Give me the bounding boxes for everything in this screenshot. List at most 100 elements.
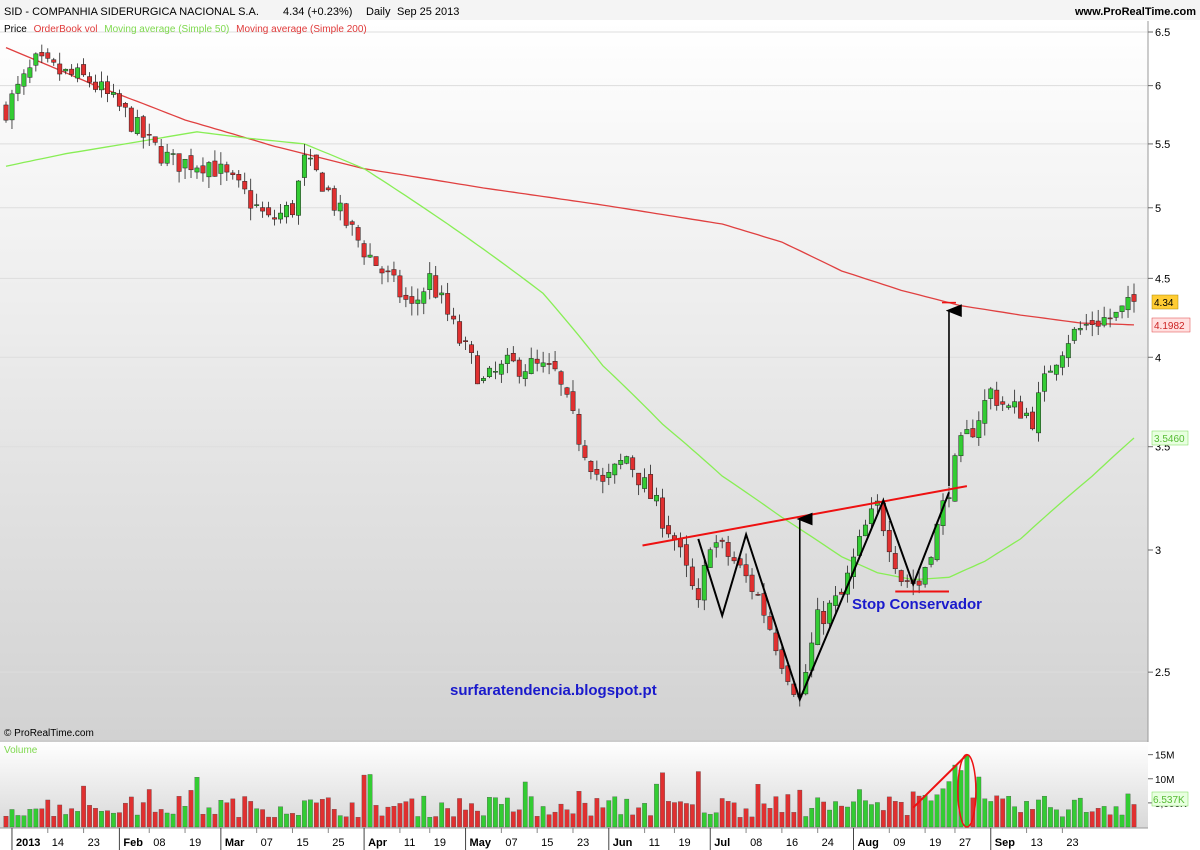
candle — [367, 243, 373, 259]
volume-bar — [964, 754, 970, 828]
candle — [1107, 308, 1113, 328]
volume-bar — [1119, 814, 1125, 828]
candle — [200, 157, 206, 182]
volume-bar — [140, 802, 146, 828]
price-pane — [0, 21, 1148, 740]
volume-bar — [170, 813, 176, 828]
volume-bar — [767, 808, 773, 828]
volume-bar — [743, 808, 749, 828]
price-axis[interactable] — [1148, 21, 1200, 740]
volume-bar — [624, 798, 630, 828]
candle — [821, 601, 827, 635]
volume-bar — [648, 815, 653, 828]
candle — [827, 600, 833, 630]
volume-bar — [69, 808, 75, 828]
volume-bar — [869, 804, 874, 828]
volume-pattern-drawings — [912, 753, 977, 828]
candle — [1131, 283, 1137, 313]
candle — [248, 178, 254, 221]
volume-bar — [540, 806, 546, 828]
volume-bar — [152, 811, 158, 828]
ma50-path — [5, 131, 1135, 581]
volume-bar — [15, 815, 21, 828]
volume-bar — [134, 814, 140, 828]
legend-orderbook: OrderBook vol — [34, 24, 98, 35]
time-axis[interactable] — [0, 828, 1200, 850]
candle — [594, 460, 600, 481]
volume-bar — [487, 797, 492, 828]
time-tick-label: 19 — [929, 837, 941, 849]
volume-bar — [99, 811, 104, 828]
volume-bar — [797, 789, 803, 828]
volume-bar — [791, 812, 797, 828]
volume-bar — [916, 795, 922, 828]
copyright: © ProRealTime.com — [4, 728, 94, 739]
volume-trend-line — [912, 753, 968, 809]
volume-bar — [928, 800, 934, 828]
candle — [146, 123, 152, 146]
price-tick-label: 5 — [1155, 203, 1161, 215]
candle — [862, 519, 868, 537]
candle — [701, 555, 707, 611]
volume-bar — [385, 806, 391, 828]
volume-bar — [594, 798, 600, 828]
time-tick-label: 11 — [649, 837, 660, 849]
volume-axis[interactable] — [1148, 742, 1200, 828]
time-tick-label: 19 — [434, 837, 446, 849]
volume-bar — [296, 815, 301, 828]
volume-bar — [391, 806, 397, 828]
volume-bar — [9, 809, 15, 828]
candle — [546, 353, 552, 375]
time-tick-label: 23 — [577, 837, 589, 849]
time-tick-label: 07 — [505, 837, 517, 849]
candle — [749, 568, 755, 600]
candle — [182, 158, 188, 179]
candle — [868, 497, 874, 528]
ma200-path — [5, 47, 1135, 326]
volume-bar — [331, 809, 337, 828]
volume-bar — [361, 774, 367, 828]
volume-bar — [355, 817, 361, 828]
volume-bar — [922, 795, 928, 828]
candle — [212, 150, 218, 177]
candle — [564, 386, 570, 398]
candle — [337, 194, 343, 221]
volume-bar — [886, 796, 892, 828]
candle — [630, 455, 636, 478]
volume-bar — [248, 801, 254, 828]
volume-bar — [1030, 809, 1035, 828]
volume-bar — [146, 789, 152, 828]
volume-bar — [749, 816, 755, 828]
time-tick-label: Jun — [613, 837, 633, 849]
candle — [689, 558, 695, 590]
volume-bar — [576, 791, 582, 828]
volume-bar — [1131, 804, 1137, 828]
volume-bar — [290, 813, 295, 828]
candle — [433, 265, 439, 299]
candle — [176, 153, 182, 183]
candle — [194, 165, 200, 179]
volume-bar — [875, 802, 880, 828]
candle — [1083, 313, 1089, 331]
ma200-line — [5, 47, 1135, 326]
time-axis-ticks: 2013 14 23 Feb 08 19 Mar 07 15 25 Apr 11 19 May 07 15 23… — [11, 828, 1079, 850]
candle — [642, 468, 648, 493]
candle — [313, 154, 319, 172]
volume-bar — [1042, 795, 1047, 828]
candle — [325, 185, 331, 192]
candle — [57, 52, 63, 81]
header-site[interactable]: www.ProRealTime.com — [1074, 6, 1196, 18]
volume-bar — [1101, 806, 1107, 828]
ma50-line — [5, 131, 1135, 581]
volume-bar — [242, 796, 248, 828]
volume-bar — [200, 814, 206, 828]
candle — [236, 170, 242, 188]
time-tick-label: 08 — [750, 837, 762, 849]
candle — [1125, 285, 1131, 318]
candle — [516, 357, 522, 384]
volume-bar — [105, 810, 110, 828]
time-tick-label: 08 — [153, 837, 165, 849]
volume-bar — [433, 816, 439, 828]
volume-bar — [880, 810, 886, 828]
